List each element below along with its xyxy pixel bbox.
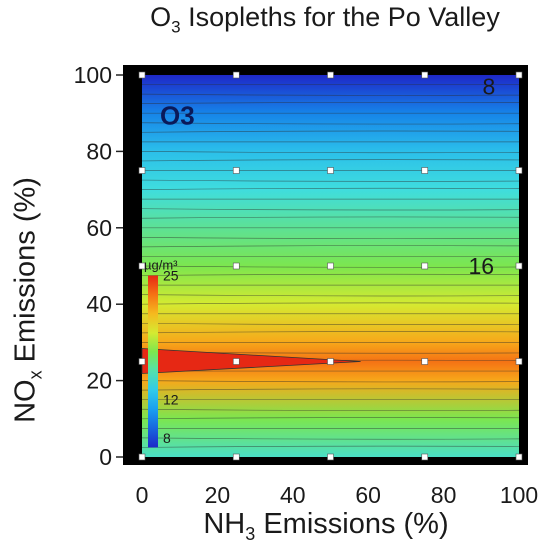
sample-point	[232, 453, 240, 461]
sample-point	[138, 358, 146, 365]
colorbar-label: 25	[163, 268, 179, 284]
contour-line	[141, 237, 520, 240]
contour-line	[141, 216, 520, 219]
sample-points	[138, 71, 523, 461]
y-tick-label: 20	[86, 368, 112, 394]
sample-point	[232, 167, 240, 174]
x-tick-label: 60	[355, 482, 381, 508]
sample-point	[515, 358, 523, 365]
sample-point	[515, 453, 523, 461]
x-tick-label: 100	[500, 482, 538, 508]
sample-point	[232, 262, 240, 270]
y-tick-label: 40	[86, 291, 112, 317]
sample-point	[232, 358, 240, 365]
sample-point	[138, 262, 146, 270]
contour-line	[141, 445, 520, 448]
x-axis-ticks: 0 20 40 60 80 100	[136, 482, 539, 508]
contour-labels: 8 16	[469, 73, 496, 279]
contour-line	[141, 380, 520, 383]
sample-point	[138, 71, 146, 79]
sample-point	[327, 262, 334, 270]
sample-point	[421, 358, 429, 365]
colorbar-labels: 25 12 8	[163, 268, 179, 446]
contour-line	[141, 331, 520, 334]
contour-line	[141, 302, 520, 305]
x-tick-label: 40	[280, 482, 306, 508]
contour-line	[141, 179, 520, 182]
contour-line	[141, 322, 520, 325]
colorbar: µg/m³ 25 12 8	[144, 258, 179, 448]
x-tick-label: 20	[205, 482, 231, 508]
contour-line	[141, 273, 520, 276]
x-tick-label: 80	[431, 482, 457, 508]
y-tick-label: 0	[99, 444, 112, 470]
contour-line	[141, 130, 520, 133]
y-tick-label: 80	[86, 138, 112, 164]
x-axis-label: NH3 Emissions (%)	[203, 508, 449, 544]
sample-point	[515, 262, 523, 270]
contour-line	[141, 159, 520, 162]
sample-point	[515, 71, 523, 79]
contour-line	[141, 208, 520, 211]
contour-line	[141, 151, 520, 154]
colorbar-unit: µg/m³	[144, 258, 178, 273]
sample-point	[138, 167, 146, 174]
y-tick-label: 100	[74, 62, 112, 88]
sample-point	[232, 71, 240, 79]
x-tick-label: 0	[136, 482, 149, 508]
contour-line	[141, 101, 520, 104]
chart-title: O3 Isopleths for the Po Valley	[150, 2, 500, 37]
y-axis-ticks: 0 20 40 60 80 100	[74, 62, 123, 470]
colorbar-label: 8	[163, 430, 171, 446]
contour-line	[141, 245, 520, 248]
sample-point	[327, 71, 334, 79]
sample-point	[421, 71, 429, 79]
contour-line	[141, 187, 520, 190]
contour-line	[141, 388, 520, 391]
contour-line	[141, 417, 520, 420]
sample-point	[515, 167, 523, 174]
sample-point	[138, 453, 146, 461]
colorbar-label: 12	[163, 392, 179, 408]
panel-label: O3	[160, 101, 195, 131]
contour-line	[141, 408, 520, 411]
sample-point	[327, 358, 334, 365]
contour-label: 8	[482, 73, 495, 99]
colorbar-bar	[148, 275, 158, 448]
sample-point	[421, 262, 429, 270]
sample-point	[327, 453, 334, 461]
contour-label: 16	[469, 253, 495, 279]
contour-line	[141, 93, 520, 96]
sample-point	[421, 167, 429, 174]
sample-point	[421, 453, 429, 461]
contour-line	[141, 437, 520, 440]
sample-point	[327, 167, 334, 174]
contour-line	[141, 122, 520, 125]
y-tick-label: 60	[86, 215, 112, 241]
contour-line	[141, 294, 520, 297]
